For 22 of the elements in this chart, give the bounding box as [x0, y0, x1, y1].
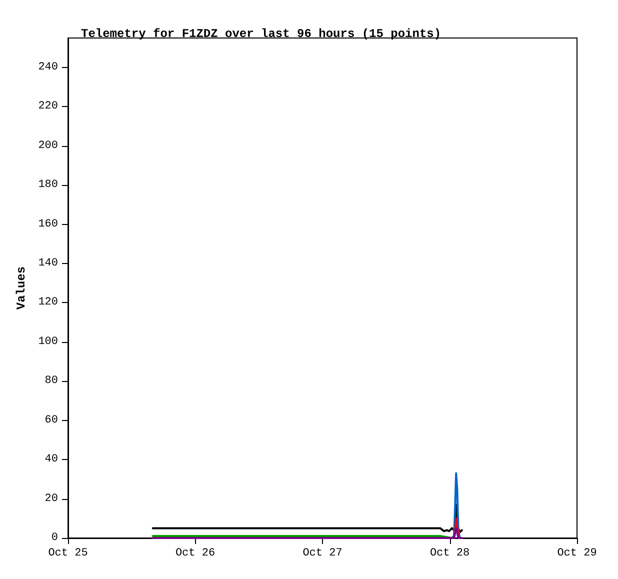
y-tick-label: 40	[44, 454, 58, 466]
y-tick-label: 140	[38, 257, 58, 270]
x-tick-label: Oct 26	[175, 548, 216, 560]
y-tick-label: 200	[38, 140, 58, 152]
y-tick-label: 20	[44, 492, 58, 505]
y-tick-label: 160	[38, 218, 58, 230]
x-tick-label: Oct 29	[557, 548, 597, 560]
y-tick-label: 0	[51, 532, 58, 544]
y-tick-label: 220	[38, 100, 58, 113]
y-tick-label: 100	[38, 336, 58, 348]
chart-title: Telemetry for F1ZDZ over last 96 hours (15 points)	[81, 27, 442, 41]
y-tick-label: 240	[38, 61, 58, 74]
line-series	[450, 472, 461, 539]
y-tick-label: 80	[44, 375, 58, 388]
y-tick-label: 120	[38, 296, 58, 309]
x-tick-label: Oct 27	[302, 548, 342, 560]
line-series	[452, 517, 460, 539]
y-tick-label: 60	[44, 414, 58, 426]
x-tick-label: Oct 28	[430, 548, 470, 560]
y-tick-label: 180	[38, 179, 58, 192]
y-axis-title: Values	[14, 266, 28, 310]
x-tick-label: Oct 25	[48, 548, 88, 560]
